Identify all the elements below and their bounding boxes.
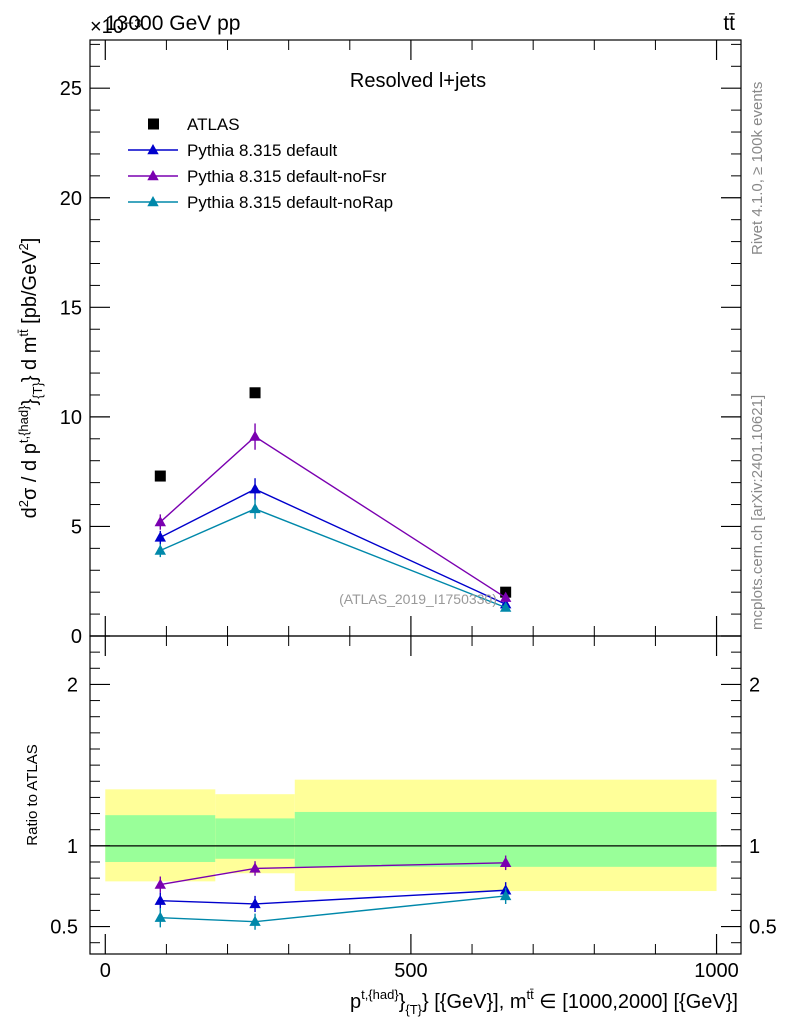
ratio-y-tick-label: 0.5 bbox=[50, 917, 78, 939]
ratio-y-tick-label-right: 0.5 bbox=[749, 917, 777, 939]
x-label-part: ∈ [1000,2000] [{GeV}] bbox=[534, 991, 738, 1013]
ratio-y-ticks: 0.5 0.5 1 1 2 2 bbox=[50, 651, 777, 944]
x-label-part: {T} bbox=[405, 1002, 422, 1017]
x-label-part: } [{GeV}], m bbox=[422, 991, 527, 1013]
ratio-y-tick-label: 1 bbox=[67, 836, 78, 858]
x-label-part: p bbox=[350, 991, 361, 1013]
y-label-part: [pb/GeV bbox=[19, 250, 41, 330]
ratio-plot-frame bbox=[89, 635, 742, 955]
x-axis-ticks: 0 500 1000 bbox=[100, 40, 739, 982]
legend-marker-pythia-8-315-default bbox=[147, 144, 159, 155]
x-tick-label: 1000 bbox=[694, 960, 739, 982]
data-point-pythia-8-315-default-nofsr bbox=[249, 430, 261, 441]
ratio-point-pythia-8-315-default-norap bbox=[154, 911, 166, 922]
data-point-pythia-8-315-default-nofsr bbox=[499, 591, 512, 602]
main-series-group bbox=[154, 387, 512, 612]
ratio-band-inner bbox=[105, 815, 216, 862]
energy-label: 13000 GeV pp bbox=[105, 12, 240, 35]
y-label-part: tt̄ bbox=[16, 329, 31, 337]
legend-label-pythia-8-315-default-norap: Pythia 8.315 default-noRap bbox=[187, 193, 393, 212]
y-label-part: } d m bbox=[19, 337, 41, 383]
ratio-point-pythia-8-315-default-norap bbox=[249, 915, 261, 926]
ratio-point-pythia-8-315-default-nofsr bbox=[499, 856, 512, 867]
ratio-y-axis-label: Ratio to ATLAS bbox=[24, 744, 41, 845]
legend-marker-atlas bbox=[148, 118, 159, 130]
data-point-pythia-8-315-default-norap bbox=[249, 502, 261, 514]
legend-label-pythia-8-315-default: Pythia 8.315 default bbox=[187, 141, 338, 160]
legend-label-pythia-8-315-default-nofsr: Pythia 8.315 default-noFsr bbox=[187, 167, 387, 186]
y-label-part: σ / d p bbox=[19, 443, 41, 500]
ratio-point-pythia-8-315-default-nofsr bbox=[249, 862, 261, 873]
legend: ATLAS Pythia 8.315 default Pythia 8.315 de… bbox=[128, 115, 393, 212]
main-y-tick-label: 5 bbox=[71, 516, 82, 538]
ratio-y-tick-label-right: 2 bbox=[749, 674, 760, 696]
y-label-part: ] bbox=[19, 238, 41, 244]
main-y-tick-label: 20 bbox=[60, 188, 82, 210]
data-point-pythia-8-315-default bbox=[249, 483, 261, 494]
ratio-plot-panel: 0.5 0.5 1 1 2 2 Ratio to ATLAS bbox=[24, 635, 777, 955]
ratio-series-group bbox=[154, 855, 512, 930]
main-y-axis-label: d2σ / d pt,{had}}{T}} d mtt̄ [pb/GeV2] bbox=[16, 238, 45, 519]
x-label-part: } bbox=[399, 991, 406, 1013]
x-label-part: t,{had} bbox=[361, 987, 399, 1002]
y-label-part: t,{had} bbox=[16, 405, 31, 443]
data-point-pythia-8-315-default-norap bbox=[154, 544, 166, 555]
main-y-tick-label: 0 bbox=[71, 626, 82, 648]
ratio-y-tick-label-right: 1 bbox=[749, 836, 760, 858]
mcplots-label: mcplots.cern.ch [arXiv:2401.10621] bbox=[749, 395, 766, 630]
x-tick-label: 500 bbox=[394, 960, 427, 982]
rivet-label: Rivet 4.1.0, ≥ 100k events bbox=[749, 82, 766, 255]
y-label-part: 2 bbox=[16, 243, 31, 250]
legend-marker-pythia-8-315-default-nofsr bbox=[147, 170, 159, 181]
series-line-pythia-8-315-default-nofsr bbox=[159, 435, 507, 599]
main-y-tick-label: 15 bbox=[60, 297, 82, 319]
main-y-ticks: 0 5 10 15 20 25 bbox=[60, 43, 741, 648]
main-plot-panel: 0 5 10 15 20 25 Resolved l+jets (ATLAS_2019_I… bbox=[16, 39, 742, 648]
ratio-y-tick-label: 2 bbox=[67, 674, 78, 696]
x-axis-label: pt,{had}}{T}} [{GeV}], mtt̄ ∈ [1000,2000… bbox=[350, 987, 738, 1017]
ratio-band-inner bbox=[215, 818, 295, 859]
plot-title: Resolved l+jets bbox=[350, 70, 486, 92]
data-point-atlas bbox=[249, 387, 261, 399]
ratio-point-pythia-8-315-default bbox=[154, 894, 166, 905]
ratio-point-pythia-8-315-default-nofsr bbox=[154, 878, 166, 889]
data-point-pythia-8-315-default-norap bbox=[499, 601, 512, 612]
main-y-tick-label: 25 bbox=[60, 78, 82, 100]
ratio-uncertainty-bands bbox=[105, 779, 717, 892]
ratio-point-pythia-8-315-default bbox=[249, 897, 261, 909]
data-point-pythia-8-315-default-nofsr bbox=[154, 516, 166, 527]
x-tick-label: 0 bbox=[100, 960, 111, 982]
y-label-part: d bbox=[19, 507, 41, 518]
process-label: tt̄ bbox=[723, 12, 735, 35]
main-y-tick-label: 10 bbox=[60, 407, 82, 429]
exponent-label: ×10⁻³ bbox=[90, 16, 141, 38]
legend-label-atlas: ATLAS bbox=[187, 115, 240, 134]
y-label-part: 2 bbox=[16, 500, 31, 507]
watermark: (ATLAS_2019_I1750330) bbox=[339, 591, 497, 607]
y-label-part: {T} bbox=[30, 382, 45, 399]
x-label-part: tt̄ bbox=[527, 987, 535, 1002]
y-label-part: } bbox=[19, 399, 41, 406]
data-point-pythia-8-315-default bbox=[154, 531, 166, 542]
data-point-atlas bbox=[154, 470, 166, 482]
legend-marker-pythia-8-315-default-norap bbox=[147, 196, 159, 207]
ratio-point-pythia-8-315-default-norap bbox=[499, 889, 512, 901]
